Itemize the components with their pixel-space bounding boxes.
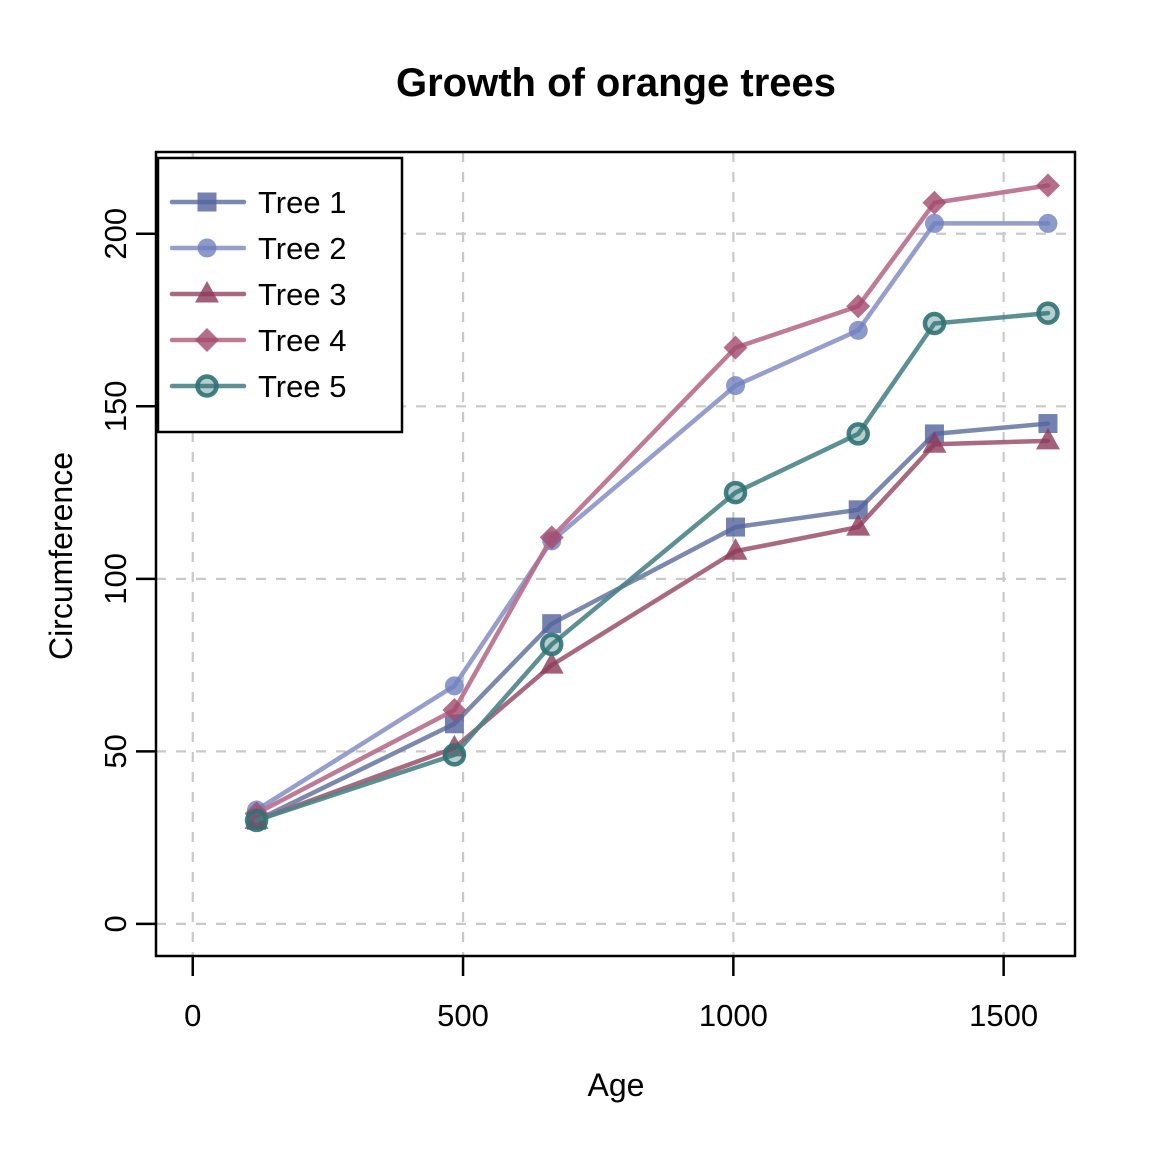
y-tick-label: 100 (98, 553, 133, 605)
legend-item-tree-2: Tree 2 (169, 231, 346, 266)
plot-box (154, 150, 1077, 958)
series-lines (244, 173, 1060, 833)
marker-triangle (1035, 427, 1060, 450)
marker-circle-open (723, 480, 748, 505)
legend-item-tree-5: Tree 5 (169, 369, 346, 404)
series-tree-5 (244, 301, 1060, 833)
marker-square (1038, 414, 1058, 434)
marker-circle-open (442, 743, 467, 767)
marker-circle (444, 676, 464, 696)
marker-square (726, 517, 746, 537)
y-axis-label: Circumference (43, 452, 79, 660)
marker-square (542, 614, 562, 634)
marker-circle-open (244, 808, 269, 833)
chart-title: Growth of orange trees (396, 61, 836, 105)
marker-circle (726, 376, 746, 396)
marker-circle (924, 213, 944, 233)
series-tree-1 (247, 414, 1058, 830)
legend-item-tree-4: Tree 4 (169, 323, 346, 358)
marker-square (444, 714, 464, 734)
x-axis-label: Age (588, 1067, 645, 1103)
marker-triangle (846, 514, 871, 536)
marker-diamond (846, 294, 871, 319)
series-line (254, 421, 1051, 823)
marker-diamond (539, 525, 564, 550)
marker-circle (197, 238, 217, 258)
marker-square (848, 500, 868, 520)
marker-triangle (539, 652, 564, 674)
marker-triangle (723, 538, 748, 560)
legend-label: Tree 3 (258, 277, 346, 312)
legend-item-tree-1: Tree 1 (169, 185, 346, 220)
marker-square (197, 192, 217, 212)
marker-circle-open (1036, 301, 1060, 325)
marker-circle-open (195, 374, 219, 398)
legend-item-tree-3: Tree 3 (169, 277, 346, 312)
marker-circle-open (539, 632, 564, 657)
y-tick-label: 50 (98, 734, 133, 768)
y-tick-label: 0 (98, 915, 133, 932)
series-line (254, 310, 1051, 823)
marker-triangle (922, 431, 947, 453)
x-tick-label: 1500 (969, 998, 1038, 1033)
marker-diamond (723, 335, 748, 360)
legend-label: Tree 2 (258, 231, 346, 266)
legend-label: Tree 5 (258, 369, 346, 404)
marker-diamond (195, 328, 219, 352)
legend-label: Tree 4 (258, 323, 346, 358)
marker-circle (848, 320, 868, 340)
gridlines (156, 152, 1075, 956)
marker-diamond (1035, 173, 1060, 198)
marker-circle (1038, 213, 1058, 233)
x-tick-label: 0 (184, 998, 201, 1033)
marker-circle-open (846, 422, 870, 446)
x-tick-label: 1000 (699, 998, 768, 1033)
series-tree-4 (244, 173, 1060, 826)
y-tick-label: 150 (98, 380, 133, 432)
marker-diamond (442, 697, 467, 722)
axes: 0 500 1000 1500 0 50 100 150 200 (98, 150, 1077, 1033)
legend: Tree 1 Tree 2 Tree 3 Tree 4 Tree 5 (156, 156, 404, 434)
marker-diamond (922, 190, 947, 215)
x-tick-label: 500 (437, 998, 489, 1033)
legend-label: Tree 1 (258, 185, 346, 220)
marker-circle-open (922, 311, 947, 336)
marker-triangle (195, 281, 219, 303)
y-tick-label: 200 (98, 208, 133, 260)
